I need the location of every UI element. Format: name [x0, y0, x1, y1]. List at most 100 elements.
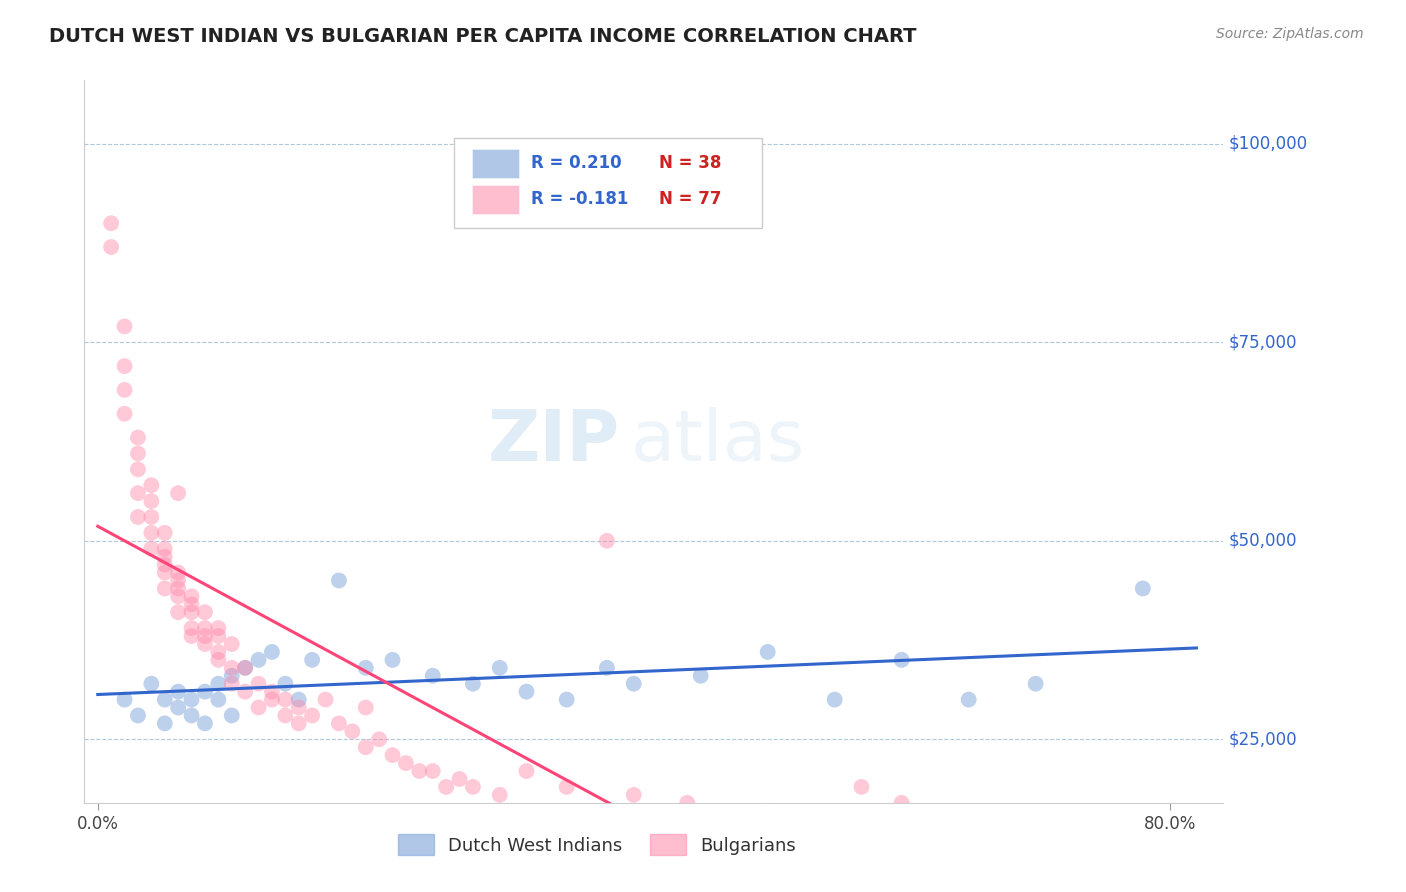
Point: [153, 582, 176, 596]
Point: [756, 804, 779, 818]
Point: [422, 764, 444, 778]
Point: [596, 533, 619, 548]
Point: [488, 788, 510, 802]
Point: [422, 669, 444, 683]
Point: [180, 629, 202, 643]
Point: [114, 359, 136, 373]
Point: [449, 772, 471, 786]
Text: R = 0.210: R = 0.210: [531, 154, 621, 172]
Point: [328, 574, 350, 588]
Point: [756, 645, 779, 659]
Point: [851, 780, 873, 794]
Point: [274, 676, 297, 690]
FancyBboxPatch shape: [471, 185, 519, 214]
Point: [180, 597, 202, 611]
Point: [676, 796, 699, 810]
Point: [153, 525, 176, 540]
Point: [207, 676, 229, 690]
Point: [301, 653, 323, 667]
Point: [247, 700, 270, 714]
Point: [194, 629, 217, 643]
Point: [221, 669, 243, 683]
Point: [153, 692, 176, 706]
Point: [260, 645, 283, 659]
Point: [555, 780, 578, 794]
Point: [114, 319, 136, 334]
Point: [167, 605, 190, 619]
Point: [167, 590, 190, 604]
Text: $100,000: $100,000: [1229, 135, 1308, 153]
Point: [461, 676, 484, 690]
Point: [167, 684, 190, 698]
Point: [247, 676, 270, 690]
Point: [515, 684, 537, 698]
Text: $25,000: $25,000: [1229, 731, 1298, 748]
Point: [194, 684, 217, 698]
Point: [555, 692, 578, 706]
Point: [207, 645, 229, 659]
Point: [180, 590, 202, 604]
FancyBboxPatch shape: [454, 138, 762, 228]
Point: [141, 510, 163, 524]
Point: [434, 780, 457, 794]
Point: [194, 621, 217, 635]
Point: [368, 732, 391, 747]
Point: [233, 661, 256, 675]
Point: [315, 692, 337, 706]
Point: [381, 748, 404, 763]
Point: [207, 629, 229, 643]
Point: [488, 661, 510, 675]
Point: [221, 661, 243, 675]
Text: $50,000: $50,000: [1229, 532, 1298, 549]
Point: [221, 676, 243, 690]
Point: [153, 566, 176, 580]
Point: [515, 764, 537, 778]
Text: R = -0.181: R = -0.181: [531, 191, 628, 209]
Point: [100, 216, 122, 230]
Point: [141, 676, 163, 690]
Text: DUTCH WEST INDIAN VS BULGARIAN PER CAPITA INCOME CORRELATION CHART: DUTCH WEST INDIAN VS BULGARIAN PER CAPIT…: [49, 27, 917, 45]
Point: [167, 566, 190, 580]
FancyBboxPatch shape: [471, 149, 519, 178]
Point: [260, 692, 283, 706]
Point: [167, 574, 190, 588]
Point: [114, 692, 136, 706]
Point: [167, 486, 190, 500]
Text: $75,000: $75,000: [1229, 334, 1298, 351]
Point: [180, 621, 202, 635]
Point: [623, 788, 645, 802]
Point: [114, 407, 136, 421]
Point: [100, 240, 122, 254]
Point: [153, 549, 176, 564]
Point: [141, 478, 163, 492]
Point: [233, 661, 256, 675]
Point: [287, 692, 309, 706]
Legend: Dutch West Indians, Bulgarians: Dutch West Indians, Bulgarians: [391, 827, 803, 863]
Point: [395, 756, 418, 770]
Point: [167, 700, 190, 714]
Point: [153, 558, 176, 572]
Point: [354, 700, 377, 714]
Point: [153, 716, 176, 731]
Text: ZIP: ZIP: [488, 407, 620, 476]
Point: [233, 684, 256, 698]
Point: [890, 796, 912, 810]
Point: [127, 708, 149, 723]
Point: [301, 708, 323, 723]
Point: [354, 661, 377, 675]
Point: [153, 541, 176, 556]
Text: N = 38: N = 38: [659, 154, 721, 172]
Point: [247, 653, 270, 667]
Point: [127, 431, 149, 445]
Point: [354, 740, 377, 755]
Point: [342, 724, 364, 739]
Point: [221, 708, 243, 723]
Point: [287, 716, 309, 731]
Point: [824, 692, 846, 706]
Point: [890, 653, 912, 667]
Point: [194, 605, 217, 619]
Point: [127, 486, 149, 500]
Point: [127, 462, 149, 476]
Point: [127, 510, 149, 524]
Point: [207, 621, 229, 635]
